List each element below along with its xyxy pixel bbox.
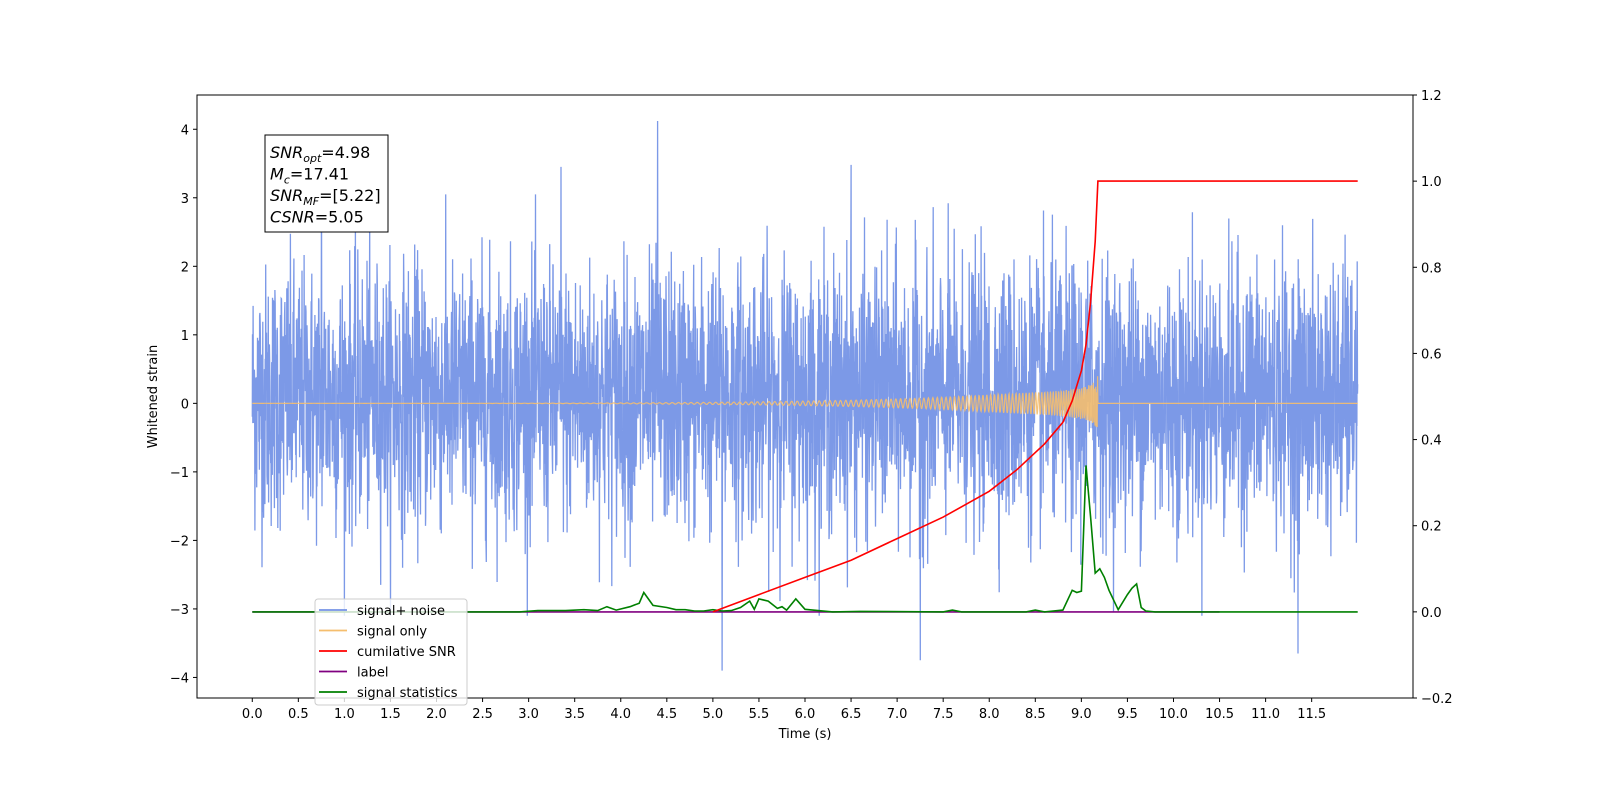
annotation-line: CSNR=5.05 [270,208,364,227]
x-tick-label: 10.0 [1159,707,1188,722]
series-cumilative-snr [712,180,1358,613]
x-tick-label: 1.5 [380,707,401,722]
y-tick-label: −1 [170,466,189,481]
x-tick-label: 9.5 [1117,707,1138,722]
x-tick-label: 2.0 [426,707,447,722]
series-signal-statistics [252,465,1358,613]
x-tick-label: 0.5 [288,707,309,722]
y2-tick-label: 0.2 [1421,520,1442,535]
x-tick-label: 6.5 [841,707,862,722]
legend-label: signal only [357,625,427,640]
y2-tick-label: 0.8 [1421,261,1442,276]
series-signal-noise [251,120,1359,671]
x-tick-label: 11.0 [1251,707,1280,722]
x-tick-label: 4.5 [656,707,677,722]
x-tick-label: 1.0 [334,707,355,722]
x-tick-label: 3.5 [564,707,585,722]
y-tick-label: −4 [170,671,189,686]
annotation-line: Mc=17.41 [270,165,349,187]
y-axis-left: −4 −3 −2 −1 0 1 2 3 4 [170,123,197,686]
x-tick-label: 7.5 [933,707,954,722]
y2-tick-label: 1.0 [1421,175,1442,190]
x-tick-label: 7.0 [887,707,908,722]
x-tick-label: 9.0 [1071,707,1092,722]
x-tick-label: 8.5 [1025,707,1046,722]
y2-tick-label: −0.2 [1421,692,1453,707]
x-tick-label: 3.0 [518,707,539,722]
legend-label: label [357,666,388,681]
y2-tick-label: 0.6 [1421,347,1442,362]
x-tick-label: 2.5 [472,707,493,722]
y-tick-label: 3 [181,192,189,207]
y-tick-label: −2 [170,534,189,549]
y-axis-right: −0.2 0.0 0.2 0.4 0.6 0.8 1.0 1.2 [1413,89,1453,707]
x-tick-label: 6.0 [795,707,816,722]
y2-tick-label: 1.2 [1421,89,1442,104]
legend-label: cumilative SNR [357,645,456,660]
y2-tick-label: 0.4 [1421,434,1442,449]
x-tick-label: 5.5 [749,707,770,722]
y-tick-label: −3 [170,603,189,618]
legend: signal+ noise signal only cumilative SNR la… [314,598,468,706]
legend-frame [314,598,468,706]
x-tick-label: 5.0 [703,707,724,722]
y-tick-label: 1 [181,329,189,344]
x-axis-title: Time (s) [778,727,832,742]
x-axis: 0.0 0.5 1.0 1.5 2.0 2.5 3.0 3.5 4.0 4.5 5.0 5.5 6.0 6… [242,698,1326,722]
annotation-line: SNRopt=4.98 [270,143,370,165]
annotation-line: SNRMF=[5.22] [270,186,381,208]
x-tick-label: 0.0 [242,707,263,722]
x-tick-label: 8.0 [979,707,1000,722]
y2-tick-label: 0.0 [1421,606,1442,621]
legend-label: signal statistics [357,686,458,701]
legend-label: signal+ noise [357,604,445,619]
series-signal-only [252,376,1358,428]
annotation-frame [264,134,389,233]
x-tick-label: 4.0 [610,707,631,722]
y-tick-label: 0 [181,397,189,412]
y-tick-label: 4 [181,123,189,138]
y-tick-label: 2 [181,260,189,275]
x-tick-label: 11.5 [1297,707,1326,722]
x-tick-label: 10.5 [1205,707,1234,722]
y-axis-title: Whitened strain [146,345,161,448]
